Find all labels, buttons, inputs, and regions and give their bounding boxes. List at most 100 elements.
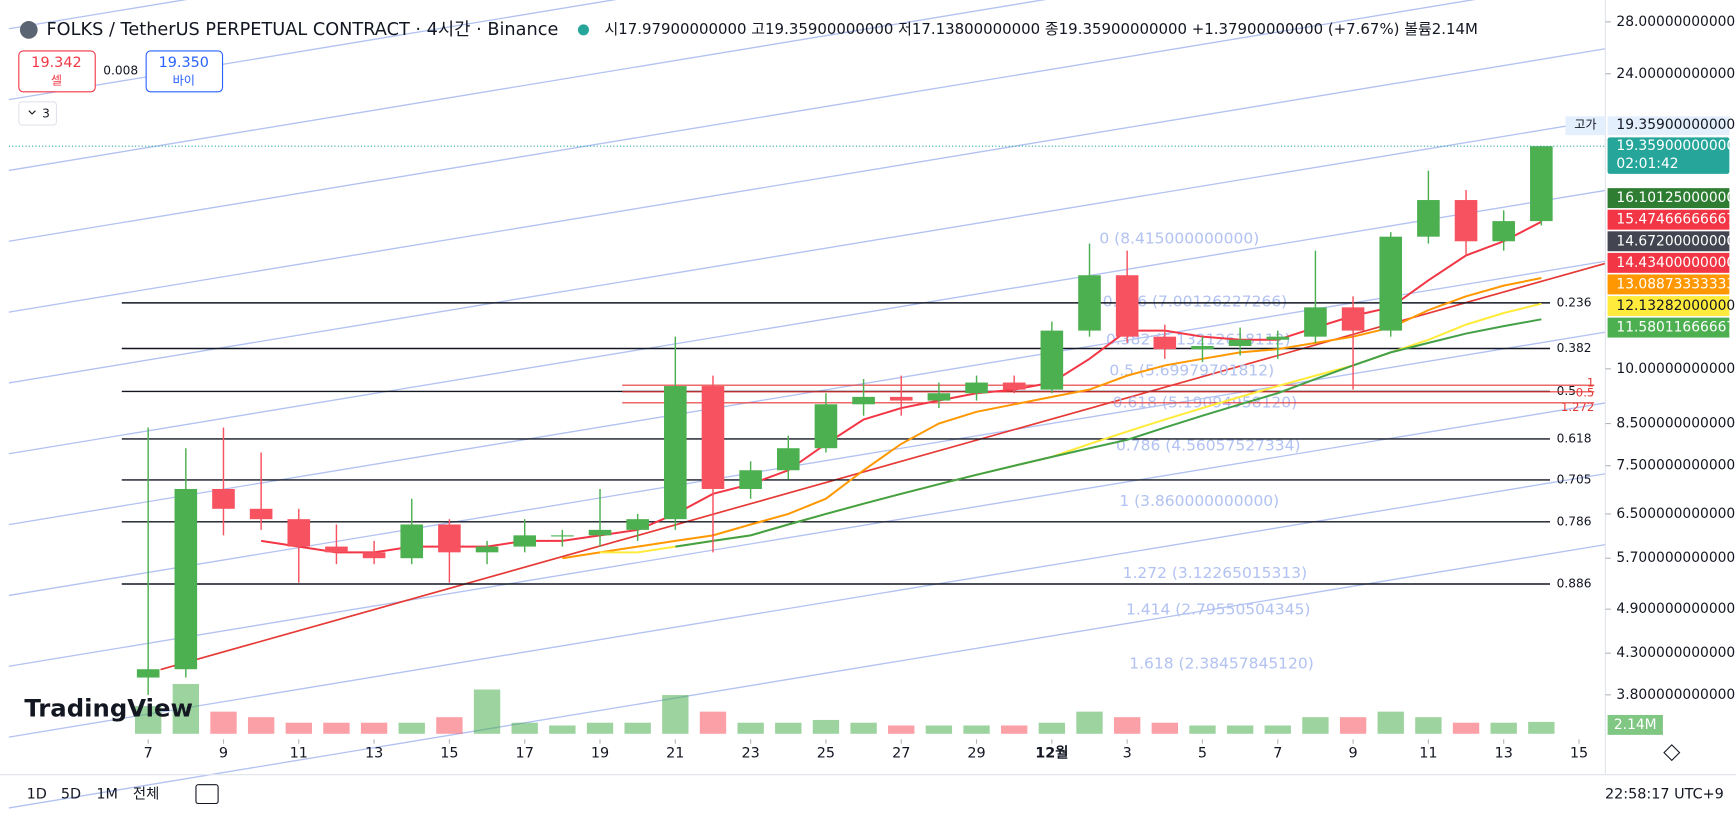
- x-tick-label: 15: [440, 746, 458, 762]
- x-tick-label: 12월: [1035, 745, 1068, 762]
- channel-label: 0.786 (4.56057527334): [1116, 437, 1301, 455]
- volume-bar: [1490, 722, 1517, 734]
- x-tick-label: 21: [666, 746, 684, 762]
- candle-body: [927, 393, 951, 401]
- candle-body: [626, 519, 649, 530]
- x-tick-label: 23: [741, 746, 759, 762]
- volume-bar: [1076, 711, 1103, 734]
- volume-bar: [285, 722, 312, 734]
- x-tick-label: 3: [1123, 746, 1132, 762]
- x-tick-label: 15: [1570, 746, 1588, 762]
- fib-label: 0.5: [1557, 384, 1576, 398]
- channel-line: [8, 260, 1606, 526]
- candle-body: [1115, 275, 1139, 337]
- symbol-title: FOLKS / TetherUS PERPETUAL CONTRACT · 4시…: [46, 19, 558, 40]
- bottom-toolbar: 22:58:17 UTC+9: [195, 744, 1724, 805]
- buy-label[interactable]: 바이: [173, 73, 195, 87]
- indicator-line: [675, 318, 1542, 548]
- volume-bar: [398, 722, 425, 734]
- channel-line: [8, 0, 1476, 242]
- collapse-count[interactable]: 3: [42, 106, 50, 120]
- volume-bar: [323, 722, 350, 734]
- range-button[interactable]: 전체: [133, 786, 159, 803]
- indicator-label: 12.13282000000: [1616, 298, 1735, 314]
- candle-body: [325, 546, 348, 553]
- plot-layer: [134, 146, 1555, 734]
- volume-bar: [775, 722, 802, 734]
- red-fib-label: 1: [1587, 375, 1594, 389]
- volume-bar: [210, 711, 237, 734]
- volume-bar: [1415, 717, 1442, 734]
- candle-body: [1002, 382, 1026, 390]
- candle-body: [852, 396, 875, 405]
- indicator-label: 14.67200000000: [1616, 233, 1735, 249]
- collapse-button[interactable]: [18, 101, 58, 126]
- candle-body: [1266, 336, 1290, 340]
- clock: 22:58:17 UTC+9: [1605, 787, 1724, 803]
- candle-body: [1379, 236, 1403, 331]
- range-button[interactable]: 1D: [27, 787, 47, 803]
- indicator-label-bg: [1607, 188, 1730, 209]
- indicator-label-bg: [1607, 209, 1730, 230]
- indicator-line: [562, 277, 1542, 560]
- channel-label: 1.618 (2.38457845120): [1129, 655, 1314, 673]
- sell-button[interactable]: [18, 50, 96, 93]
- volume-bar: [699, 711, 727, 734]
- high-label: 19.35900000000: [1616, 117, 1735, 133]
- channel-label: 0.236 (7.00126227266): [1103, 293, 1288, 311]
- volume-bar: [1339, 717, 1367, 734]
- candle-body: [1454, 200, 1478, 242]
- x-tick-label: 13: [365, 746, 383, 762]
- range-button[interactable]: 5D: [61, 787, 81, 803]
- volume-bar: [1113, 717, 1141, 734]
- indicator-label: 14.43400000000: [1616, 255, 1735, 271]
- volume-bar: [888, 725, 915, 734]
- candle-body: [1341, 307, 1365, 331]
- y-tick-label: 10.000000000000: [1616, 361, 1736, 377]
- candle-body: [1228, 339, 1252, 346]
- x-tick-label: 9: [1349, 746, 1358, 762]
- channel-line: [8, 118, 1606, 384]
- candle-body: [1417, 200, 1440, 237]
- buy-price[interactable]: 19.350: [159, 55, 209, 71]
- channel-label: 1.414 (2.79550504345): [1126, 600, 1311, 618]
- candle-body: [551, 535, 574, 537]
- date-range-icon[interactable]: [195, 784, 219, 805]
- sell-label[interactable]: 셀: [51, 73, 62, 87]
- x-tick-label: 29: [967, 746, 985, 762]
- volume-bar: [1001, 725, 1028, 734]
- range-button[interactable]: 1M: [96, 787, 118, 803]
- chevron: [28, 110, 36, 115]
- channel-label: 0.5 (5.69979701812): [1109, 361, 1274, 379]
- channel-line: [8, 0, 617, 101]
- candle-body: [1040, 330, 1064, 390]
- fib-label: 0.618: [1557, 431, 1592, 445]
- sell-price[interactable]: 19.342: [31, 55, 81, 71]
- status-dot: [577, 24, 589, 36]
- logo-text: TradingView: [24, 693, 193, 722]
- volume-bar: [1189, 725, 1216, 734]
- volume-bar: [1528, 721, 1555, 734]
- candle-body: [739, 470, 762, 489]
- channel-label: 0 (8.415000000000): [1099, 230, 1259, 248]
- volume-bar: [549, 725, 576, 734]
- candle-body: [1078, 275, 1101, 331]
- volume-bar: [436, 717, 463, 734]
- x-tick-label: 7: [144, 746, 153, 762]
- settings-icon[interactable]: [1663, 744, 1681, 762]
- fib-label: 0.236: [1557, 295, 1592, 309]
- volume-bar: [925, 725, 953, 734]
- volume-bar: [134, 706, 162, 734]
- x-tick-label: 11: [290, 746, 308, 762]
- x-tick-label: 13: [1495, 746, 1513, 762]
- volume-bar: [473, 689, 501, 734]
- indicator-label: 15.47466666667: [1616, 212, 1735, 228]
- buy-button[interactable]: [145, 50, 224, 93]
- trend-line: [160, 262, 1606, 671]
- volume-bar: [1038, 722, 1066, 734]
- indicator-label-bg: [1607, 252, 1730, 273]
- candle-body: [438, 524, 461, 553]
